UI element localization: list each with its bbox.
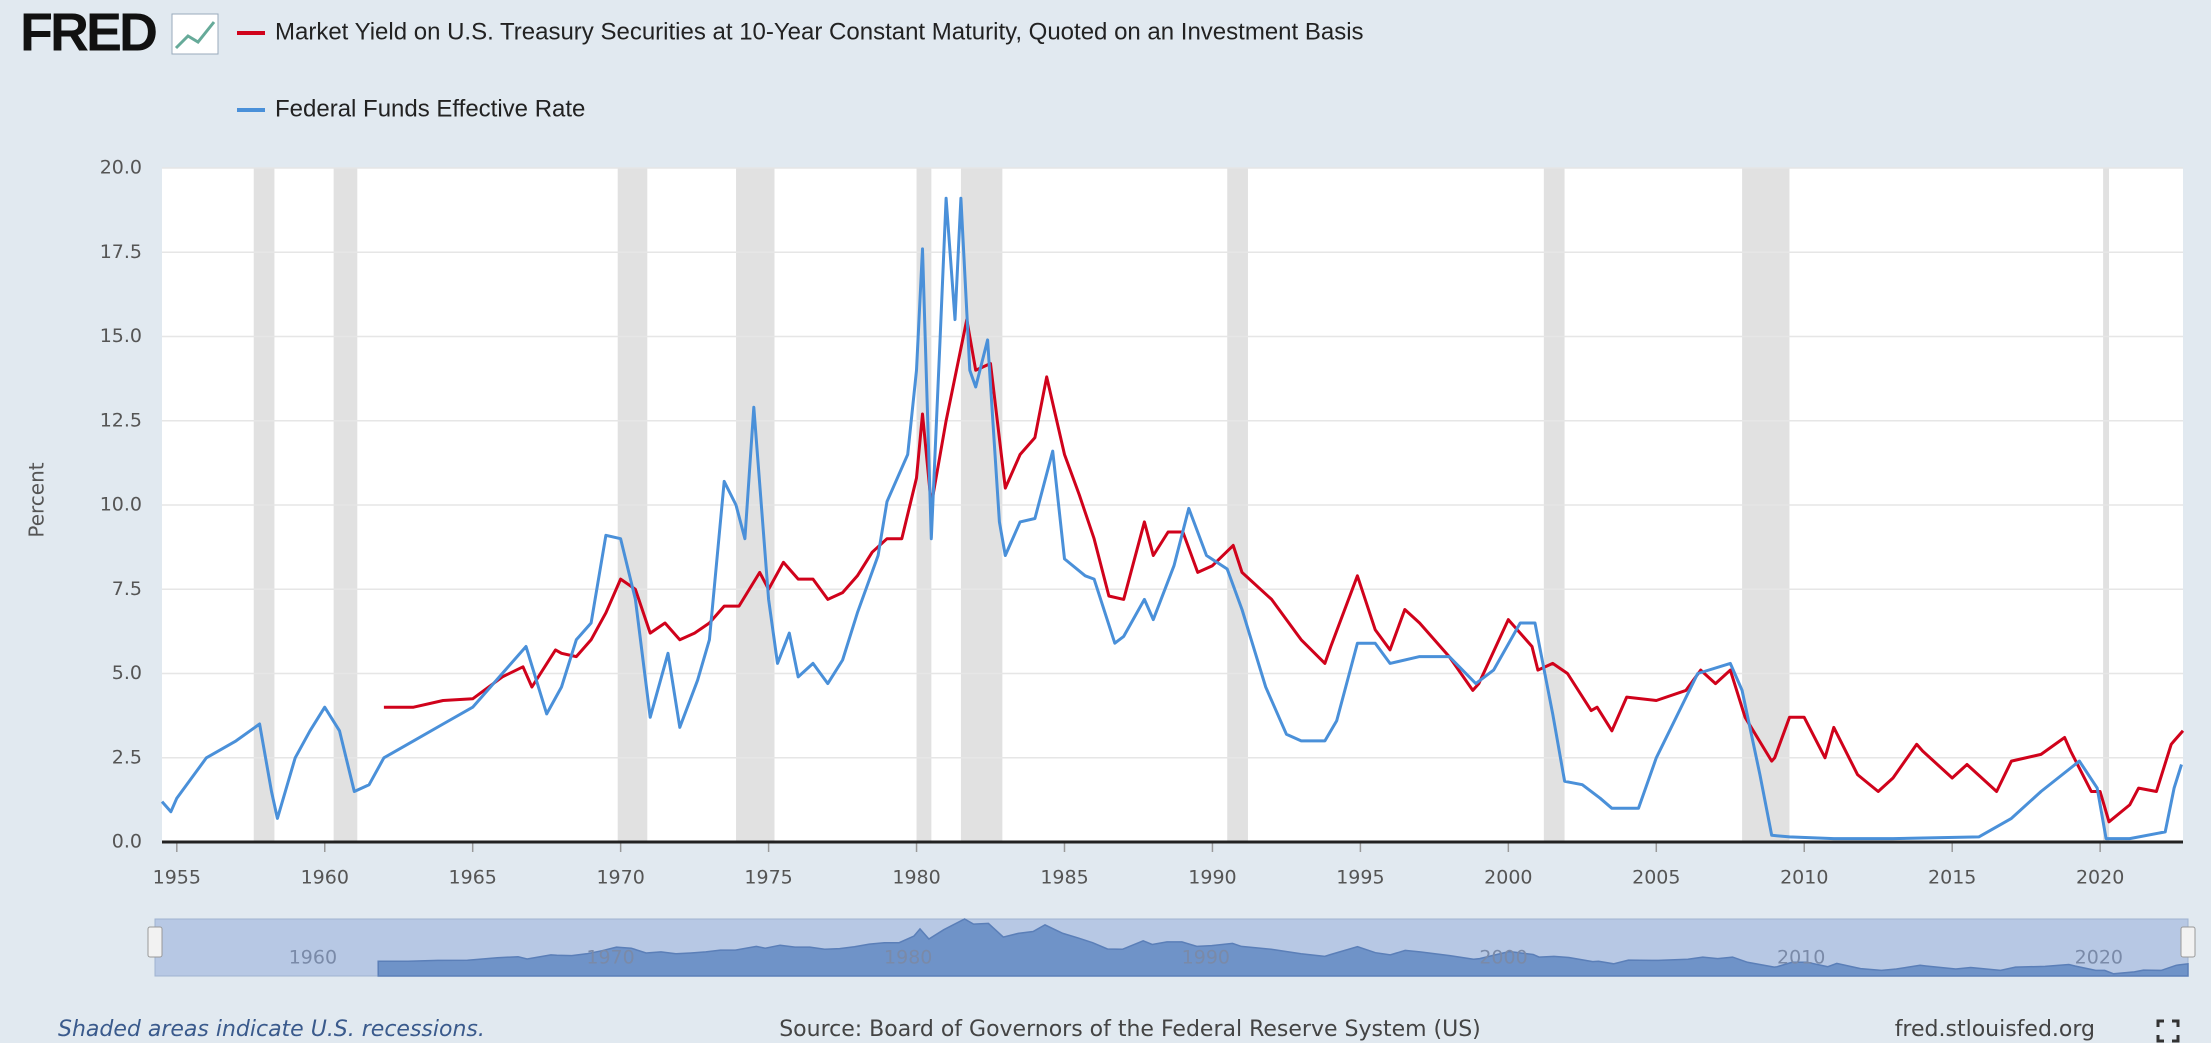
y-axis-label: Percent <box>25 462 49 537</box>
y-tick-label: 0.0 <box>112 831 142 853</box>
navigator-label: 2020 <box>2075 947 2123 969</box>
navigator-label: 1960 <box>289 947 337 969</box>
x-tick-label: 2005 <box>1632 867 1680 889</box>
x-tick-label: 1980 <box>892 867 940 889</box>
y-tick-label: 7.5 <box>112 578 142 600</box>
navigator-handle[interactable] <box>2180 926 2196 958</box>
series-line <box>160 196 2183 841</box>
x-tick-label: 2015 <box>1928 867 1976 889</box>
x-tick-label: 1975 <box>744 867 792 889</box>
x-tick-label: 2020 <box>2076 867 2124 889</box>
x-tick-label: 1995 <box>1336 867 1384 889</box>
x-tick-label: 1990 <box>1188 867 1236 889</box>
y-tick-label: 10.0 <box>100 494 142 516</box>
y-tick-label: 17.5 <box>100 241 142 263</box>
logo-icon <box>171 13 219 55</box>
fullscreen-icon[interactable] <box>2156 1019 2180 1043</box>
x-tick-label: 2010 <box>1780 867 1828 889</box>
x-tick-label: 1965 <box>449 867 497 889</box>
footer-site: fred.stlouisfed.org <box>1895 1017 2095 1042</box>
navigator-area <box>377 918 2189 977</box>
legend-label: Market Yield on U.S. Treasury Securities… <box>275 18 1364 45</box>
navigator-label: 1990 <box>1182 947 1230 969</box>
y-tick-label: 2.5 <box>112 746 142 768</box>
footer-source: Source: Board of Governors of the Federa… <box>779 1017 1481 1042</box>
y-tick-label: 15.0 <box>100 325 142 347</box>
x-tick-label: 1970 <box>596 867 644 889</box>
y-tick-label: 5.0 <box>112 662 142 684</box>
x-tick-label: 1955 <box>153 867 201 889</box>
footer-note: Shaded areas indicate U.S. recessions. <box>58 1017 485 1042</box>
navigator-label: 1970 <box>586 947 634 969</box>
x-tick-label: 1960 <box>301 867 349 889</box>
legend-label: Federal Funds Effective Rate <box>275 95 585 122</box>
y-tick-label: 20.0 <box>100 157 142 179</box>
x-tick-label: 2000 <box>1484 867 1532 889</box>
navigator-handle[interactable] <box>147 926 163 958</box>
navigator-label: 1980 <box>884 947 932 969</box>
y-tick-label: 12.5 <box>100 409 142 431</box>
logo: FRED <box>20 2 156 62</box>
navigator-label: 2000 <box>1479 947 1527 969</box>
navigator-label: 2010 <box>1777 947 1825 969</box>
x-tick-label: 1985 <box>1040 867 1088 889</box>
